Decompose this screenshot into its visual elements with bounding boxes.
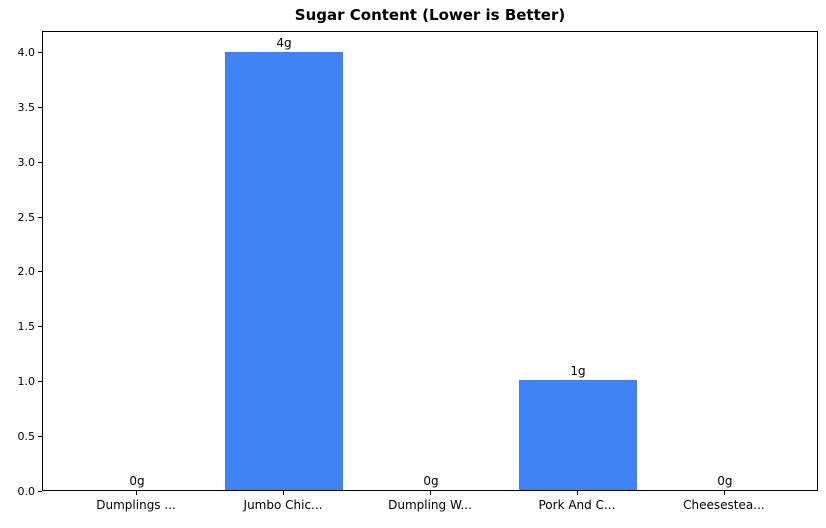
y-tick-mark <box>38 326 42 328</box>
plot-area: 0g 4g 0g 1g 0g <box>42 31 818 491</box>
x-tick-label: Cheesestea... <box>683 498 765 512</box>
y-tick-label: 1.0 <box>17 374 36 388</box>
y-tick-label: 3.0 <box>17 155 36 169</box>
y-tick-mark <box>38 216 42 218</box>
y-tick-label: 1.5 <box>17 320 36 334</box>
y-tick-mark <box>38 490 42 492</box>
y-tick-label: 2.5 <box>17 210 36 224</box>
bar <box>225 51 343 490</box>
y-tick-mark <box>38 271 42 273</box>
x-tick-label: Dumpling W... <box>388 498 472 512</box>
y-tick-label: 0.5 <box>17 429 36 443</box>
x-tick-label: Dumplings ... <box>96 498 176 512</box>
bar <box>519 380 637 490</box>
y-tick-mark <box>38 435 42 437</box>
y-tick-mark <box>38 107 42 109</box>
bar-value-label: 0g <box>423 474 439 488</box>
chart-title: Sugar Content (Lower is Better) <box>294 6 566 24</box>
x-tick-mark <box>430 491 431 495</box>
y-tick-label: 3.5 <box>17 101 36 115</box>
y-tick-mark <box>38 161 42 163</box>
x-tick-mark <box>136 491 138 495</box>
bar-value-label: 0g <box>129 474 145 488</box>
y-tick-label: 0.0 <box>17 484 36 498</box>
bar-value-label: 0g <box>717 474 733 488</box>
y-tick-mark <box>38 380 42 382</box>
bar-value-label: 1g <box>570 364 586 379</box>
x-tick-label: Pork And C... <box>538 498 616 512</box>
x-tick-mark <box>283 491 285 495</box>
x-tick-label: Jumbo Chic... <box>243 498 323 512</box>
y-tick-label: 2.0 <box>17 265 36 279</box>
bar-value-label: 4g <box>276 35 292 50</box>
y-tick-label: 4.0 <box>17 46 36 60</box>
x-tick-mark <box>723 491 725 495</box>
y-tick-mark <box>38 52 42 54</box>
x-tick-mark <box>576 491 578 495</box>
